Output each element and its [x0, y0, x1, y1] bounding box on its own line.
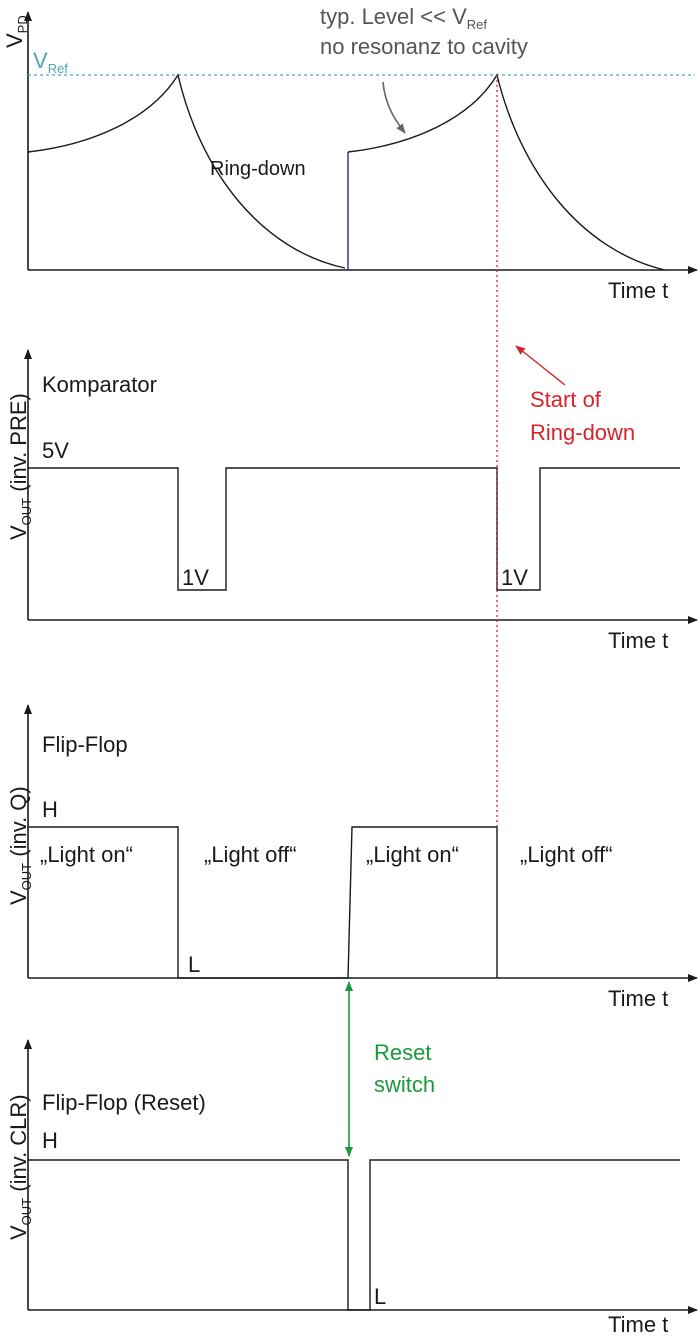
- y-label: VOUT (inv. CLR): [6, 1094, 34, 1240]
- low-label: 1V: [182, 565, 209, 590]
- panel-reset: VOUT (inv. CLR) Flip-Flop (Reset) H L Re…: [6, 981, 698, 1337]
- signal-curve: [347, 73, 666, 271]
- annotation-line: Start of: [530, 387, 602, 412]
- reference-sub: Ref: [48, 61, 69, 76]
- y-label-rest: (inv. Q): [6, 786, 31, 863]
- annotation-line: switch: [374, 1072, 435, 1097]
- annotation-line: typ. Level << V: [320, 4, 467, 29]
- panel-title: Komparator: [42, 372, 157, 397]
- signal: [28, 467, 680, 591]
- y-label-main: V: [6, 525, 31, 540]
- low-label: L: [374, 1284, 386, 1309]
- y-label: VPD: [2, 15, 30, 48]
- x-label: Time t: [608, 628, 668, 653]
- annotation-arrow: [515, 345, 566, 386]
- panel-pd: VPD VRef typ. Level << VRef no resonanz …: [2, 4, 698, 303]
- high-label: H: [42, 1128, 58, 1153]
- high-label: 5V: [42, 438, 69, 463]
- y-label-main: V: [6, 1225, 31, 1240]
- y-label: VOUT (inv. PRE): [6, 393, 34, 540]
- y-label-main: V: [2, 33, 27, 48]
- state-label: „Light on“: [40, 842, 133, 867]
- y-label-sub: PD: [15, 15, 30, 33]
- y-label: VOUT (inv. Q): [6, 786, 34, 905]
- annotation: typ. Level << VRef: [320, 4, 487, 32]
- y-label-rest: (inv. CLR): [6, 1094, 31, 1198]
- low-label: 1V: [501, 565, 528, 590]
- reference-label: VRef: [33, 48, 68, 76]
- annotation-line: no resonanz to cavity: [320, 34, 528, 59]
- curve-label: Ring-down: [210, 158, 306, 180]
- x-label: Time t: [608, 986, 668, 1011]
- annotation-sub: Ref: [467, 17, 488, 32]
- signal-curve: [27, 73, 346, 269]
- annotation-line: Ring-down: [530, 420, 635, 445]
- y-label-sub: OUT: [19, 498, 34, 526]
- signal: [28, 1159, 680, 1311]
- y-label-rest: (inv. PRE): [6, 393, 31, 498]
- annotation-arrow: [382, 81, 406, 134]
- y-label-sub: OUT: [19, 863, 34, 891]
- panel-title: Flip-Flop (Reset): [42, 1090, 206, 1115]
- signal: [28, 826, 498, 979]
- panel-comparator: VOUT (inv. PRE) Komparator 5V 1V 1V Star…: [6, 345, 698, 653]
- x-label: Time t: [608, 1312, 668, 1337]
- y-label-sub: OUT: [19, 1198, 34, 1226]
- y-label-main: V: [6, 890, 31, 905]
- reference-main: V: [33, 48, 48, 73]
- panel-title: Flip-Flop: [42, 732, 128, 757]
- state-label: „Light off“: [520, 842, 613, 867]
- x-label: Time t: [608, 278, 668, 303]
- state-label: „Light off“: [204, 842, 297, 867]
- panel-flipflop: VOUT (inv. Q) Flip-Flop H L „Light on“ „…: [6, 704, 698, 1011]
- low-label: L: [188, 952, 200, 977]
- annotation-line: Reset: [374, 1040, 431, 1065]
- high-label: H: [42, 797, 58, 822]
- state-label: „Light on“: [366, 842, 459, 867]
